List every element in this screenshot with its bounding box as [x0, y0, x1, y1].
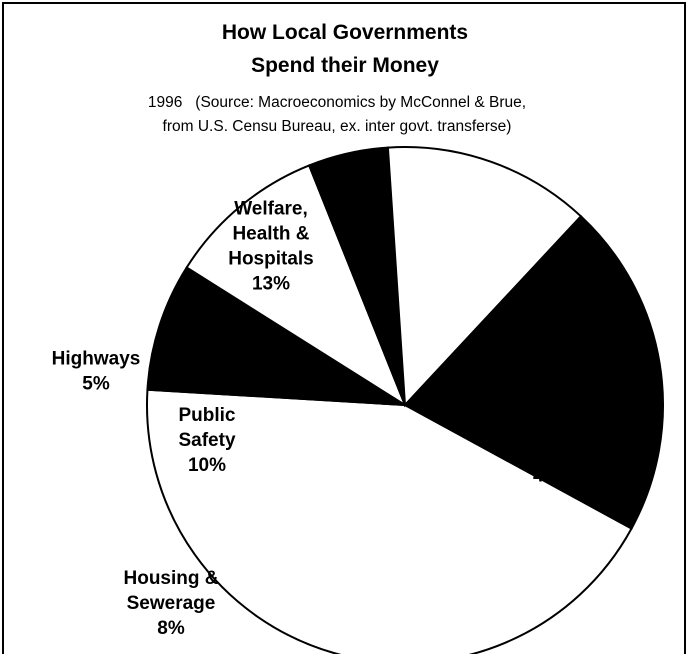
slice-label-housing: Housing & Sewerage 8% [124, 568, 219, 639]
slice-label-line: Sewerage [127, 593, 216, 614]
pie-slices [146, 146, 664, 654]
chart-subtitle-line-1: 1996 (Source: Macroeconomics by McConnel… [148, 94, 526, 111]
slice-label-line: 8% [157, 618, 185, 639]
pie-slice-housing [146, 266, 406, 406]
slice-label-education: Education 43% [506, 441, 598, 487]
slice-labels: Education 43% Housing & Sewerage 8% Public Saf… [52, 199, 598, 640]
slice-label-line: Safety [178, 430, 235, 451]
slice-label-line: 10% [188, 455, 226, 476]
slice-label-public: Public Safety 10% [178, 405, 235, 476]
slice-label-line: Health & [232, 224, 309, 245]
pie-slice-education [146, 388, 633, 654]
slice-label-line: 13% [252, 274, 290, 295]
chart-subtitle-line-2: from U.S. Censu Bureau, ex. inter govt. … [163, 118, 512, 135]
slice-label-line: Hospitals [228, 249, 314, 270]
pie-slice-public [185, 164, 408, 408]
slice-label-line: Education [506, 441, 598, 462]
slice-label-line: Highways [52, 349, 141, 370]
slice-label-welfare: Welfare, Health & Hospitals 13% [228, 199, 314, 295]
slice-label-line: All Other [401, 226, 482, 247]
pie-slice-all-other [403, 214, 664, 530]
slice-label-line: 43% [533, 466, 571, 487]
slice-label-line: 21% [422, 251, 460, 272]
slice-label-line: Housing & [124, 568, 219, 589]
slice-label-highways: Highways 5% [52, 349, 141, 395]
pie-chart: How Local Governments Spend their Money … [52, 21, 664, 654]
slice-label-line: 5% [82, 374, 110, 395]
pie-slice-welfare [386, 146, 583, 408]
slice-label-all-other: All Other 21% [401, 226, 482, 272]
chart-title-line-2: Spend their Money [251, 54, 439, 77]
slice-label-line: Welfare, [234, 199, 308, 220]
slice-label-line: Public [178, 405, 235, 426]
chart-title-line-1: How Local Governments [222, 21, 468, 44]
